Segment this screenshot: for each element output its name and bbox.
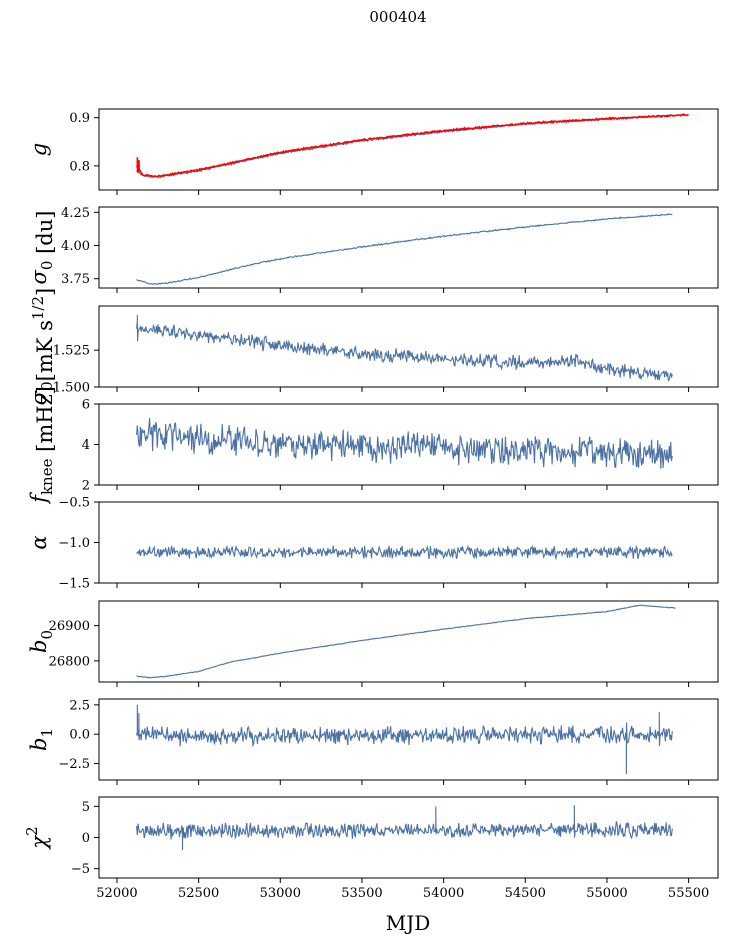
y-axis-label: σ0 [du] xyxy=(27,211,57,285)
panel-b1: −2.5 0.0 2.5 b1 xyxy=(27,698,719,785)
y-tick-label: 0.0 xyxy=(69,728,90,743)
x-tick-label: 53000 xyxy=(260,886,301,901)
axes-frame xyxy=(98,305,719,388)
series-line xyxy=(136,704,673,775)
y-axis-label: b0 xyxy=(27,630,56,653)
series-line xyxy=(136,604,676,679)
panel-fknee: 2 4 6 fknee [mHz] xyxy=(27,386,719,505)
axes-frame xyxy=(98,501,719,584)
y-tick-label: 2.5 xyxy=(69,698,90,713)
y-axis-label: χ2 xyxy=(23,826,51,850)
y-tick-label: 5 xyxy=(82,800,90,815)
y-tick-label: 2 xyxy=(82,479,90,494)
x-tick-label: 55000 xyxy=(586,886,627,901)
series-line xyxy=(136,314,673,382)
panel-alpha: −1.5 −1.0 −0.5 α xyxy=(27,496,719,592)
series-line xyxy=(136,544,673,561)
y-tick-label: 4 xyxy=(82,438,90,453)
y-tick-label: −1.5 xyxy=(58,577,90,592)
figure-title: 000404 xyxy=(369,8,426,26)
y-tick-label: 3.75 xyxy=(61,272,90,287)
panel-chi2: −5 0 5 52000 52500 53000 53500 54000 54500 55000 5… xyxy=(23,796,719,901)
y-tick-label: −2.5 xyxy=(58,757,90,772)
y-tick-label: 0.8 xyxy=(69,159,90,174)
y-tick-label: 6 xyxy=(82,398,90,413)
x-tick-label: 52000 xyxy=(96,886,137,901)
model-line xyxy=(135,112,689,178)
y-tick-label: −5 xyxy=(71,862,90,877)
series-line xyxy=(136,113,676,179)
y-axis-label: α xyxy=(27,535,51,549)
y-tick-label: 1.525 xyxy=(53,344,90,359)
series-line xyxy=(136,213,673,285)
series-line xyxy=(136,418,673,469)
x-axis-label: MJD xyxy=(386,911,431,935)
y-tick-label: 4.00 xyxy=(61,239,90,254)
panel-sigma0_du: 3.75 4.00 4.25 σ0 [du] xyxy=(27,206,719,293)
axes-frame xyxy=(98,698,719,781)
panel-g: 0.8 0.9 g xyxy=(27,108,719,195)
y-tick-label: −0.5 xyxy=(58,496,90,511)
y-tick-label: −1.0 xyxy=(58,536,90,551)
y-axis-label: fknee [mHz] xyxy=(27,386,57,505)
series-line xyxy=(136,805,673,850)
x-tick-label: 55500 xyxy=(668,886,709,901)
y-tick-label: 26800 xyxy=(49,654,90,669)
y-tick-label: 0.9 xyxy=(69,111,90,126)
axes-frame xyxy=(98,108,719,191)
x-tick-label: 54500 xyxy=(505,886,546,901)
y-axis-label: b1 xyxy=(27,728,56,751)
y-tick-label: 0 xyxy=(82,831,90,846)
y-tick-label: 1.500 xyxy=(53,381,90,396)
axes-frame xyxy=(98,796,719,879)
axes-frame xyxy=(98,600,719,683)
y-axis-label: σ0[mK s1/2] xyxy=(27,288,57,405)
x-tick-label: 52500 xyxy=(178,886,219,901)
x-tick-label: 53500 xyxy=(341,886,382,901)
y-tick-label: 26900 xyxy=(49,619,90,634)
y-axis-label: g xyxy=(27,143,51,156)
x-tick-label: 54000 xyxy=(423,886,464,901)
axes-frame xyxy=(98,206,719,289)
panels: 0.8 0.9 g 3.75 4.00 4.25 σ0 [du] 1.500 1.525σ0[m… xyxy=(23,108,719,901)
y-tick-label: 4.25 xyxy=(61,206,90,221)
